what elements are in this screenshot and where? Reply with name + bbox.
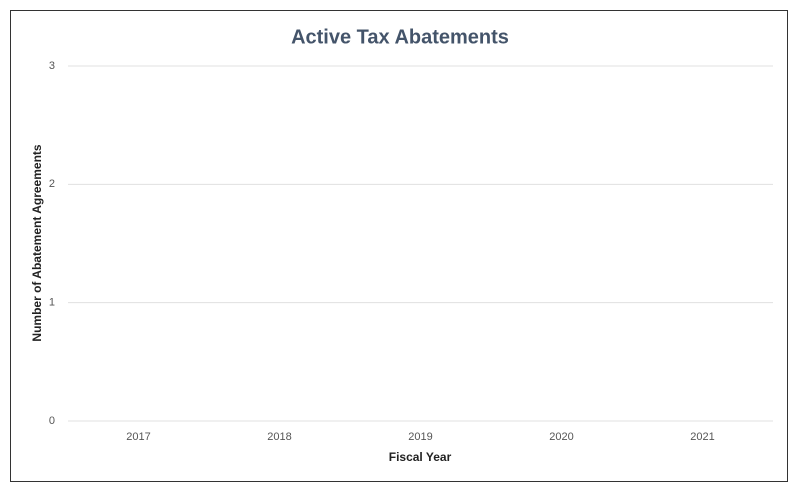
x-tick-label: 2017 [126,431,150,443]
x-tick-label: 2021 [690,431,714,443]
x-tick-label: 2020 [549,431,573,443]
chart-border [10,10,788,482]
x-tick-label: 2018 [267,431,291,443]
x-axis-label: Fiscal Year [389,450,452,464]
chart-title: Active Tax Abatements [291,26,509,48]
y-tick-label: 3 [49,60,55,72]
y-tick-label: 2 [49,178,55,190]
y-tick-label: 0 [49,415,55,427]
y-tick-label: 1 [49,297,55,309]
x-tick-label: 2019 [408,431,432,443]
y-axis-label: Number of Abatement Agreements [30,144,44,341]
